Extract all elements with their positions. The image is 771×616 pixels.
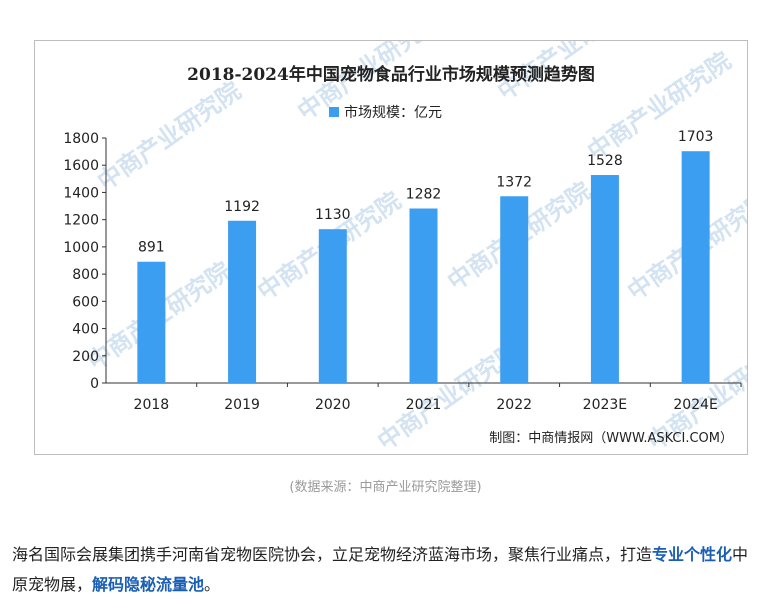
y-tick-label: 600 xyxy=(72,294,99,310)
highlight-text: 解码隐秘流量池 xyxy=(92,575,205,594)
y-tick-label: 800 xyxy=(72,267,99,283)
data-label: 1282 xyxy=(406,187,442,203)
chart-credit: 制图：中商情报网（WWW.ASKCI.COM） xyxy=(489,431,733,446)
paragraph-text: 中原宠物展， xyxy=(12,545,749,594)
y-tick-label: 1400 xyxy=(63,185,99,201)
bar xyxy=(681,151,710,383)
y-tick-label: 0 xyxy=(90,376,99,392)
article-paragraph: 海名国际会展集团携手河南省宠物医院协会，立足宠物经济蓝海市场，聚焦行业痛点，打造… xyxy=(12,540,762,600)
x-tick-label: 2019 xyxy=(224,397,260,413)
source-caption: (数据来源：中商产业研究院整理) xyxy=(289,480,482,495)
data-label: 1130 xyxy=(315,207,351,223)
bar xyxy=(137,261,166,383)
bar xyxy=(228,220,257,383)
x-tick-label: 2020 xyxy=(315,397,351,413)
y-tick-label: 1000 xyxy=(63,240,99,256)
y-tick-label: 1200 xyxy=(63,213,99,229)
legend-swatch xyxy=(329,107,339,117)
bar xyxy=(409,208,438,383)
y-tick-label: 400 xyxy=(72,322,99,338)
watermark-text: 中商产业研究院 xyxy=(92,77,246,196)
paragraph-text: 海名国际会展集团携手河南省宠物医院协会，立足宠物经济蓝海市场，聚焦行业痛点，打造 xyxy=(12,545,653,564)
y-tick-label: 1800 xyxy=(63,131,99,147)
bar xyxy=(500,196,529,383)
x-tick-label: 2023E xyxy=(583,397,627,413)
chart-title: 2018-2024年中国宠物食品行业市场规模预测趋势图 xyxy=(187,64,595,85)
x-tick-label: 2018 xyxy=(134,397,170,413)
watermark-text: 中商产业研究院 xyxy=(582,47,736,166)
data-label: 1192 xyxy=(224,199,260,215)
x-tick-label: 2021 xyxy=(406,397,442,413)
data-label: 1703 xyxy=(678,129,714,145)
legend-label: 市场规模：亿元 xyxy=(344,104,442,121)
data-label: 1372 xyxy=(496,174,532,190)
bar xyxy=(590,175,619,383)
x-tick-label: 2022 xyxy=(496,397,532,413)
x-tick-label: 2024E xyxy=(673,397,717,413)
data-label: 891 xyxy=(138,240,165,256)
bar xyxy=(318,229,347,383)
chart-frame: 中商产业研究院 中商产业研究院 中商产业研究院 中商产业研究院 中商产业研究院 中商产业研… xyxy=(34,40,748,455)
paragraph-text: 。 xyxy=(204,575,221,594)
highlight-text: 专业个性化 xyxy=(652,545,733,564)
y-tick-label: 1600 xyxy=(63,158,99,174)
data-label: 1528 xyxy=(587,153,623,169)
y-tick-label: 200 xyxy=(72,349,99,365)
